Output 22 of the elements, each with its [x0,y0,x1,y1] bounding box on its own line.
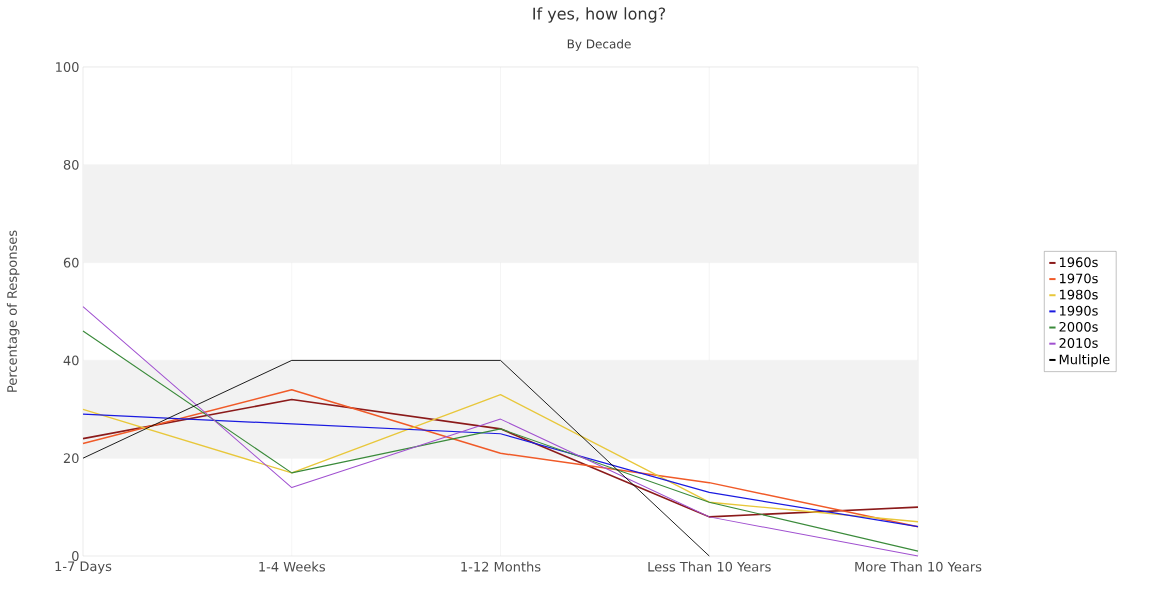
y-tick-label: 80 [63,159,79,170]
chart-title: If yes, how long? [533,7,666,23]
x-tick-label: Less Than 10 Years [648,561,771,572]
y-tick-label: 100 [56,62,79,72]
legend-label: 1960s [1059,257,1098,268]
x-tick-label: 1-12 Months [461,561,541,572]
y-tick-label: 20 [63,453,79,464]
legend-label: 1980s [1059,289,1098,300]
legend-label: 2000s [1059,321,1098,332]
legend-label: 2010s [1059,338,1098,348]
legend-label: Multiple [1059,354,1110,367]
chart-subtitle: By Decade [567,39,631,51]
x-tick-label: 1-4 Weeks [259,561,325,572]
y-tick-label: 40 [63,355,79,366]
x-tick-label: 1-7 Days [55,561,112,574]
y-tick-label: 0 [72,551,79,561]
y-axis-title: Percentage of Responses [6,230,20,392]
legend-label: 1970s [1059,273,1098,284]
x-tick-label: More Than 10 Years [855,561,982,572]
line-series [82,413,919,528]
y-tick-label: 60 [63,257,79,268]
legend-label: 1990s [1059,305,1098,316]
